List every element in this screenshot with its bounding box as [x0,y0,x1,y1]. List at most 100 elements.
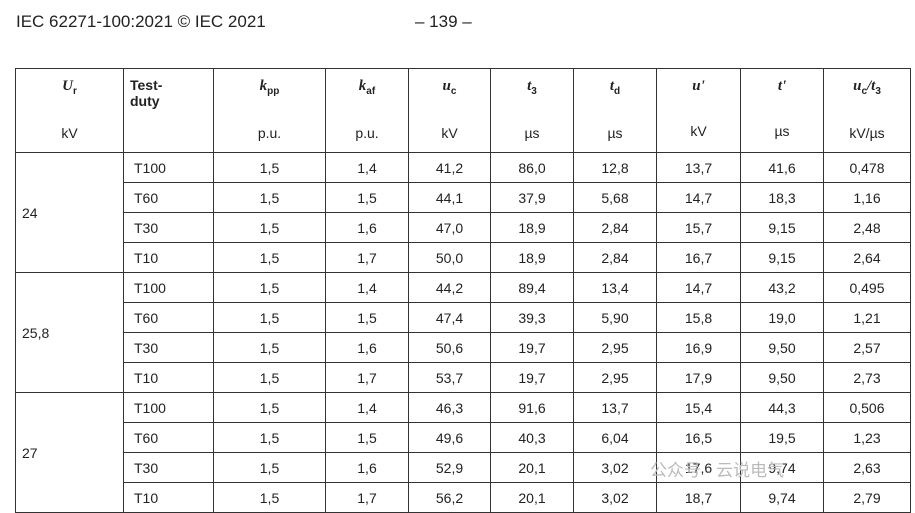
test-duty-cell: T60 [123,182,214,213]
symbol: /t [867,78,876,94]
column-header: uc/t3 kV/µs [823,68,911,153]
value-cell: 44,3 [740,392,824,423]
value-cell: 2,95 [573,362,657,393]
test-duty-cell: T10 [123,362,214,393]
test-duty-cell: T100 [123,152,214,183]
value-cell: 39,3 [490,302,574,333]
column-header: u' kV [656,68,741,153]
unit: kV [61,125,78,141]
column-header: td µs [573,68,657,153]
value-cell: 1,6 [325,332,409,363]
column-header: Ur kV [15,68,124,153]
test-duty-cell: T30 [123,332,214,363]
subscript: 3 [531,86,537,97]
header-symbol: kaf [358,78,376,97]
test-duty-cell: T60 [123,422,214,453]
symbol: t [527,78,532,94]
value-cell: 53,7 [408,362,491,393]
table-row: T30 1,5 1,6 52,9 20,1 3,02 17,6 9,74 2,63 [16,452,911,483]
subscript: af [366,86,376,97]
table-row: T30 1,5 1,6 50,6 19,7 2,95 16,9 9,50 2,57 [16,332,911,363]
table-row: 25,8 T100 1,5 1,4 44,2 89,4 13,4 14,7 43,2 0,495 [15,272,911,393]
value-cell: 86,0 [490,152,574,183]
value-cell: 2,64 [823,242,911,273]
unit: kV [690,123,707,139]
value-cell: 20,1 [490,482,574,513]
header-symbol: td [609,78,621,97]
value-cell: 1,7 [325,362,409,393]
value-cell: 91,6 [490,392,574,423]
value-cell: 37,9 [490,182,574,213]
value-cell: 16,7 [656,242,741,273]
value-cell: 1,5 [213,392,326,423]
value-cell: 12,8 [573,152,657,183]
value-cell: 13,7 [656,152,741,183]
value-cell: 18,9 [490,242,574,273]
header-symbol: t3 [527,78,537,97]
value-cell: 52,9 [408,452,491,483]
value-cell: 9,74 [740,482,824,513]
value-cell: 0,506 [823,392,911,423]
data-table: Ur kV Test-duty kpp p.u. kaf p.u. uc kV t3 µs td µs u… [15,68,911,513]
symbol: k [358,78,367,94]
voltage-cell: 25,8 [15,272,124,393]
value-cell: 44,2 [408,272,491,303]
value-cell: 13,4 [573,272,657,303]
table-row: T30 1,5 1,6 47,0 18,9 2,84 15,7 9,15 2,48 [16,212,911,243]
table-row: T60 1,5 1,5 44,1 37,9 5,68 14,7 18,3 1,16 [16,182,911,213]
subscript: d [614,86,621,97]
value-cell: 1,16 [823,182,911,213]
value-cell: 1,4 [325,272,409,303]
voltage-cell: 24 [15,152,124,273]
column-header: t' µs [740,68,824,153]
value-cell: 1,7 [325,242,409,273]
value-cell: 2,84 [573,212,657,243]
table-row: T10 1,5 1,7 56,2 20,1 3,02 18,7 9,74 2,79 [16,482,911,513]
value-cell: 0,478 [823,152,911,183]
doc-header: IEC 62271-100:2021 © IEC 2021 [16,12,266,31]
column-header: kpp p.u. [213,68,326,153]
value-cell: 16,9 [656,332,741,363]
value-cell: 47,0 [408,212,491,243]
value-cell: 1,5 [213,482,326,513]
header-line: Test- [130,77,163,93]
value-cell: 1,5 [213,242,326,273]
header-symbol: uc/t3 [853,78,881,97]
symbol: k [259,78,268,94]
value-cell: 43,2 [740,272,824,303]
page-number: – 139 – [415,12,472,31]
unit: p.u. [355,125,379,141]
value-cell: 9,15 [740,242,824,273]
value-cell: 2,48 [823,212,911,243]
column-header: Test-duty [123,68,214,153]
value-cell: 40,3 [490,422,574,453]
header-label: Test-duty [130,77,207,109]
subscript: r [72,86,77,97]
column-header: uc kV [408,68,491,153]
value-cell: 16,5 [656,422,741,453]
value-cell: 1,5 [213,272,326,303]
value-cell: 41,6 [740,152,824,183]
value-cell: 41,2 [408,152,491,183]
value-cell: 2,95 [573,332,657,363]
value-cell: 1,23 [823,422,911,453]
table-row: 27 T100 1,5 1,4 46,3 91,6 13,7 15,4 44,3 0,506 [15,392,911,513]
value-cell: 47,4 [408,302,491,333]
value-cell: 2,79 [823,482,911,513]
value-cell: 6,04 [573,422,657,453]
value-cell: 44,1 [408,182,491,213]
value-cell: 1,5 [213,182,326,213]
symbol: u [853,78,862,94]
subscript: c [450,86,457,97]
value-cell: 46,3 [408,392,491,423]
value-cell: 17,6 [656,452,741,483]
test-duty-cell: T100 [123,392,214,423]
test-duty-cell: T10 [123,482,214,513]
value-cell: 1,5 [325,302,409,333]
value-cell: 19,7 [490,332,574,363]
value-cell: 50,0 [408,242,491,273]
value-cell: 1,4 [325,392,409,423]
value-cell: 15,7 [656,212,741,243]
symbol: t [609,78,615,94]
